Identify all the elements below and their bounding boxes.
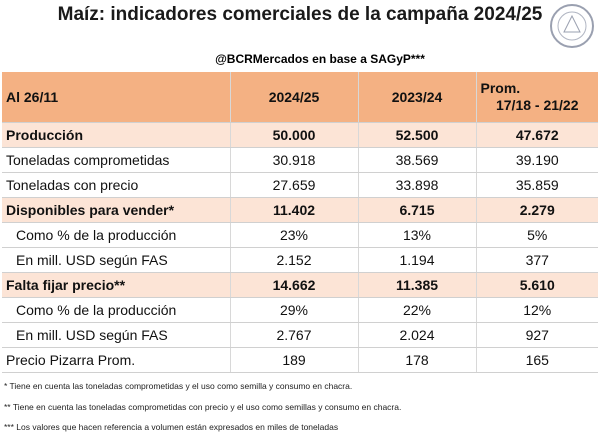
value-cell: 39.190 xyxy=(475,147,598,173)
header-text: Prom. xyxy=(480,80,521,96)
label-cell: En mill. USD según FAS xyxy=(2,322,230,348)
title: Maíz: indicadores comerciales de la camp… xyxy=(57,4,543,25)
value-cell: 5.610 xyxy=(475,272,598,298)
row: Falta fijar precio** 14.662 11.385 5.610 xyxy=(2,272,598,298)
value-cell: 927 xyxy=(475,322,598,348)
value-cell: 14.662 xyxy=(229,272,358,298)
row: Toneladas comprometidas 30.918 38.569 39.19… xyxy=(2,147,598,173)
row: Como % de la producción 29% 22% 12% xyxy=(2,297,598,323)
row: En mill. USD según FAS 2.152 1.194 377 xyxy=(2,247,598,273)
value-cell: 11.402 xyxy=(229,197,358,223)
row: Disponibles para vender* 11.402 6.715 2.279 xyxy=(2,197,598,223)
label-cell: En mill. USD según FAS xyxy=(2,247,230,273)
value-cell: 178 xyxy=(357,347,476,373)
header-row: Al 26/11 2024/25 2023/24 Prom. 17/18 - 2… xyxy=(2,72,598,123)
row: En mill. USD según FAS 2.767 2.024 927 xyxy=(2,322,598,348)
value-cell: 5% xyxy=(475,222,598,248)
header-cell: 2023/24 xyxy=(357,72,476,123)
value-cell: 52.500 xyxy=(357,122,476,148)
row: Como % de la producción 23% 13% 5% xyxy=(2,222,598,248)
value-cell: 2.279 xyxy=(475,197,598,223)
header-cell: 2024/25 xyxy=(229,72,358,123)
header-cell: Al 26/11 xyxy=(2,72,230,123)
value-cell: 23% xyxy=(229,222,358,248)
value-cell: 11.385 xyxy=(357,272,476,298)
label-cell: Falta fijar precio** xyxy=(2,272,230,298)
value-cell: 29% xyxy=(229,297,358,323)
header-cell: Prom. 17/18 - 21/22 xyxy=(475,72,598,123)
value-cell: 38.569 xyxy=(357,147,476,173)
logo xyxy=(550,4,594,48)
label-cell: Toneladas comprometidas xyxy=(2,147,230,173)
label-cell: Como % de la producción xyxy=(2,297,230,323)
value-cell: 30.918 xyxy=(229,147,358,173)
value-cell: 189 xyxy=(229,347,358,373)
value-cell: 165 xyxy=(475,347,598,373)
value-cell: 50.000 xyxy=(229,122,358,148)
row: Producción 50.000 52.500 47.672 xyxy=(2,122,598,148)
footnote: ** Tiene en cuenta las toneladas comprom… xyxy=(4,402,402,412)
value-cell: 2.024 xyxy=(357,322,476,348)
source: @BCRMercados en base a SAGyP*** xyxy=(215,52,425,66)
value-cell: 1.194 xyxy=(357,247,476,273)
header-text: 17/18 - 21/22 xyxy=(495,97,579,113)
label-cell: Disponibles para vender* xyxy=(2,197,230,223)
value-cell: 33.898 xyxy=(357,172,476,198)
value-cell: 47.672 xyxy=(475,122,598,148)
label-cell: Precio Pizarra Prom. xyxy=(2,347,230,373)
value-cell: 22% xyxy=(357,297,476,323)
label-cell: Toneladas con precio xyxy=(2,172,230,198)
value-cell: 6.715 xyxy=(357,197,476,223)
table: Al 26/11 2024/25 2023/24 Prom. 17/18 - 2… xyxy=(2,72,598,373)
value-cell: 35.859 xyxy=(475,172,598,198)
footnote: * Tiene en cuenta las toneladas comprome… xyxy=(4,381,353,391)
value-cell: 2.152 xyxy=(229,247,358,273)
row: Precio Pizarra Prom. 189 178 165 xyxy=(2,347,598,373)
row: Toneladas con precio 27.659 33.898 35.859 xyxy=(2,172,598,198)
value-cell: 12% xyxy=(475,297,598,323)
value-cell: 377 xyxy=(475,247,598,273)
footnote: *** Los valores que hacen referencia a v… xyxy=(4,422,339,432)
value-cell: 27.659 xyxy=(229,172,358,198)
value-cell: 2.767 xyxy=(229,322,358,348)
value-cell: 13% xyxy=(357,222,476,248)
label-cell: Producción xyxy=(2,122,230,148)
label-cell: Como % de la producción xyxy=(2,222,230,248)
